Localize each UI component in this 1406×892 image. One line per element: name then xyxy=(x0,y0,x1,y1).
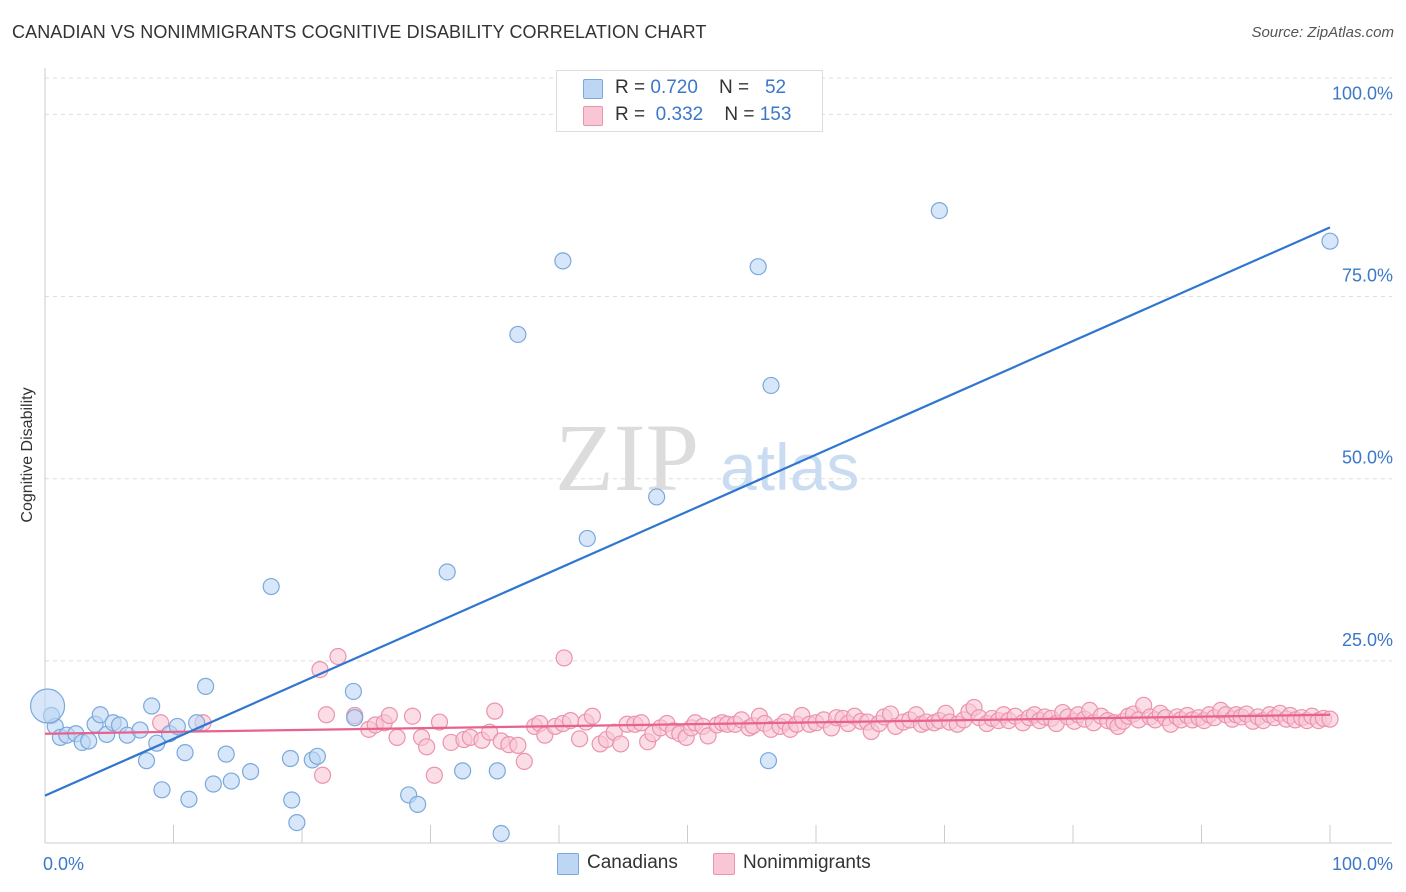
legend-n-value: 153 xyxy=(759,104,792,125)
canadians-point xyxy=(492,824,510,843)
nonimmigrants-point xyxy=(317,706,336,724)
nonimmigrants-point xyxy=(570,730,589,748)
y-tick-label: 50.0% xyxy=(1342,448,1393,468)
watermark: ZIP atlas xyxy=(555,404,859,511)
chart-title: CANADIAN VS NONIMMIGRANTS COGNITIVE DISA… xyxy=(12,22,707,42)
canadians-point xyxy=(137,752,156,770)
canadians-point xyxy=(930,202,948,220)
canadians-points xyxy=(29,202,1339,843)
canadians-point xyxy=(204,775,222,793)
canadians-point xyxy=(29,688,66,724)
canadians-point xyxy=(217,745,235,763)
canadians-point xyxy=(409,795,427,813)
canadians-point xyxy=(281,749,300,768)
nonimmigrants-point xyxy=(388,728,406,746)
canadians-trend-line xyxy=(44,226,1331,797)
source-label: Source: ZipAtlas.com xyxy=(1251,24,1394,41)
y-tick-label: 75.0% xyxy=(1342,266,1393,286)
canadians-point xyxy=(131,721,149,739)
canadians-point xyxy=(438,563,456,581)
legend-r-value: 0.332 xyxy=(655,104,704,125)
canadians-point xyxy=(308,747,327,765)
nonimmigrants-point xyxy=(515,752,533,771)
nonimmigrants-point xyxy=(425,766,443,784)
nonimmigrants-point xyxy=(1321,710,1339,728)
tick-labels: 25.0% 50.0% 75.0% 100.0% 0.0% 100.0% xyxy=(43,83,1393,874)
canadians-point xyxy=(488,762,506,780)
canadians-point xyxy=(176,744,194,762)
nonimmigrants-point xyxy=(583,707,602,725)
legend-n-label: N = xyxy=(724,104,760,125)
canadians-point xyxy=(344,682,362,701)
canadians-point xyxy=(222,772,240,790)
canadians-point xyxy=(288,813,306,832)
watermark-zip: ZIP xyxy=(555,404,699,511)
canadians-point xyxy=(762,376,780,395)
nonimmigrants-point xyxy=(430,713,449,731)
bottom-legend-swatch-canadians xyxy=(557,853,579,875)
canadians-point xyxy=(143,697,161,715)
y-tick-label: 100.0% xyxy=(1332,83,1393,103)
nonimmigrants-trend-line xyxy=(44,713,1331,735)
canadians-point xyxy=(80,732,98,750)
canadians-point xyxy=(648,488,666,506)
canadians-point xyxy=(180,790,198,808)
canadians-point xyxy=(454,762,472,780)
canadians-point xyxy=(1321,232,1339,250)
legend-n-value: 52 xyxy=(764,77,787,98)
canadians-point xyxy=(346,709,364,727)
nonimmigrants-point xyxy=(418,738,436,756)
stats-legend: R = 0.720 N = 52 R = 0.332 N = 153 xyxy=(556,70,823,132)
nonimmigrants-point xyxy=(486,702,504,720)
canadians-point xyxy=(168,717,186,736)
y-tick-label: 25.0% xyxy=(1342,630,1393,650)
canadians-point xyxy=(153,781,171,799)
nonimmigrants-point xyxy=(509,736,527,754)
nonimmigrants-point xyxy=(313,766,332,784)
canadians-point xyxy=(749,258,767,276)
legend-swatch-nonimmigrants xyxy=(583,106,603,126)
canadians-point xyxy=(197,677,215,695)
legend-r-label: R = xyxy=(615,77,651,98)
nonimmigrants-point xyxy=(555,649,573,667)
nonimmigrants-point xyxy=(632,714,650,732)
nonimmigrants-point xyxy=(380,706,398,725)
legend-r-value: 0.720 xyxy=(650,77,698,98)
canadians-point xyxy=(242,762,260,781)
legend-n-label: N = xyxy=(719,77,755,98)
nonimmigrants-point xyxy=(329,647,347,666)
trend-lines xyxy=(44,226,1331,797)
canadians-point xyxy=(283,791,301,809)
x-tick-label: 100.0% xyxy=(1332,854,1393,874)
canadians-point xyxy=(262,577,280,596)
canadians-point xyxy=(578,529,596,548)
grid xyxy=(45,77,1392,662)
nonimmigrants-point xyxy=(612,735,630,753)
canadians-point xyxy=(759,752,778,770)
legend-swatch-canadians xyxy=(583,79,603,99)
legend-r-label: R = xyxy=(615,104,651,125)
bottom-legend-label-nonimmigrants: Nonimmigrants xyxy=(743,852,871,873)
bottom-legend-label-canadians: Canadians xyxy=(587,852,678,873)
canadians-point xyxy=(91,706,109,724)
nonimmigrants-point xyxy=(403,707,422,725)
canadians-point xyxy=(509,325,527,344)
bottom-legend-swatch-nonimmigrants xyxy=(713,853,735,875)
x-tick-label: 0.0% xyxy=(43,854,84,874)
canadians-point xyxy=(554,252,572,270)
